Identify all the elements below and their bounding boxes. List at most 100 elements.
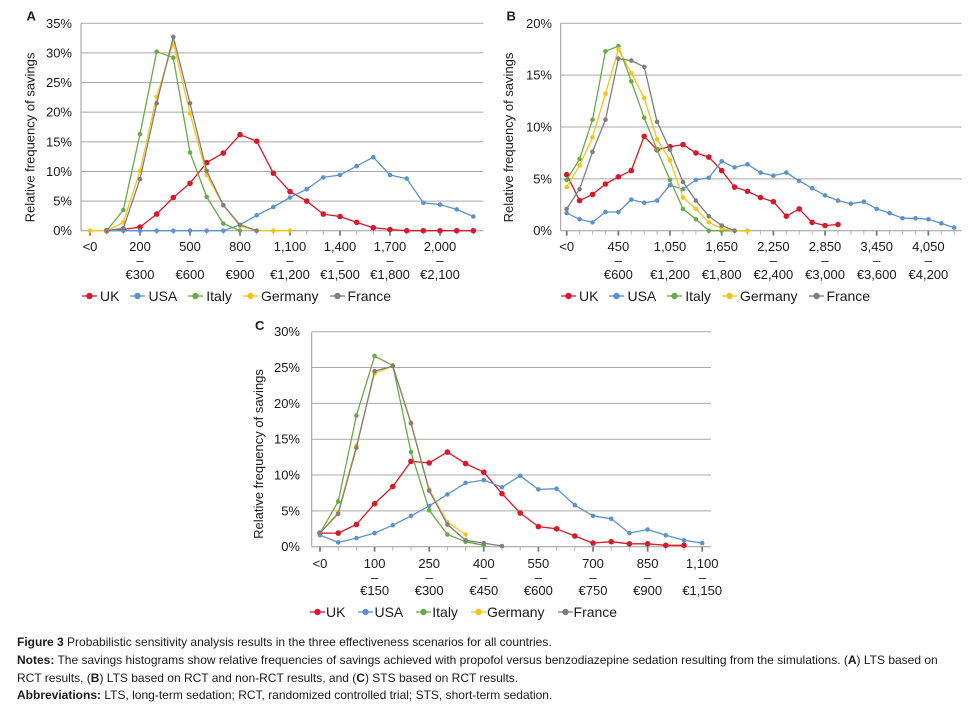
data-point-germany xyxy=(654,137,660,142)
data-point-usa xyxy=(616,209,621,215)
notes-text: RCT results, ( xyxy=(17,670,91,685)
series-germany xyxy=(564,46,750,233)
caption-abbreviations-line: Abbreviations: LTS, long-term sedation; … xyxy=(17,687,938,705)
data-point-uk xyxy=(602,181,609,187)
y-tick-label: 5% xyxy=(53,194,72,209)
series-italy xyxy=(317,353,487,548)
y-tick-label: 25% xyxy=(46,75,72,90)
data-point-france xyxy=(603,117,608,122)
data-point-uk xyxy=(809,219,815,226)
data-point-italy xyxy=(629,79,634,84)
data-point-usa xyxy=(590,220,595,225)
data-point-usa xyxy=(408,513,414,519)
abbreviations-label: Abbreviations: xyxy=(17,688,102,703)
data-point-uk xyxy=(563,171,570,178)
y-tick-label: 25% xyxy=(274,360,300,375)
data-point-usa xyxy=(445,492,450,497)
data-point-usa xyxy=(454,207,460,212)
data-point-uk xyxy=(453,227,460,234)
data-point-france xyxy=(187,101,193,106)
series-line-italy xyxy=(106,51,241,232)
data-point-uk xyxy=(783,213,790,219)
data-point-uk xyxy=(744,188,751,195)
data-point-italy xyxy=(372,353,377,359)
data-point-italy xyxy=(237,228,243,233)
data-point-france xyxy=(237,222,243,228)
data-point-germany xyxy=(629,70,634,76)
data-point-france xyxy=(641,64,647,70)
data-point-uk xyxy=(770,198,777,205)
data-point-usa xyxy=(939,221,944,226)
data-point-uk xyxy=(462,460,469,467)
data-point-france xyxy=(577,186,582,192)
data-point-france xyxy=(372,368,377,374)
data-point-uk xyxy=(680,141,686,148)
data-point-usa xyxy=(421,200,426,206)
data-point-usa xyxy=(254,213,259,218)
data-point-usa xyxy=(822,193,828,198)
y-tick-label: 5% xyxy=(533,171,552,186)
data-point-germany xyxy=(287,228,293,233)
data-point-uk xyxy=(270,170,277,176)
data-point-uk xyxy=(320,211,327,217)
data-point-usa xyxy=(471,214,476,219)
data-point-france xyxy=(654,119,660,125)
data-point-usa xyxy=(564,210,569,216)
data-point-uk xyxy=(517,510,523,516)
data-point-usa xyxy=(719,158,724,164)
data-point-usa xyxy=(784,170,789,175)
data-point-france xyxy=(104,228,109,233)
data-point-germany xyxy=(577,163,582,168)
series-line-italy xyxy=(319,355,484,546)
series-line-uk xyxy=(566,135,839,227)
data-point-italy xyxy=(590,117,595,122)
data-point-france xyxy=(335,511,341,516)
data-point-usa xyxy=(913,216,918,221)
data-point-usa xyxy=(608,516,614,522)
series-germany xyxy=(87,40,293,233)
data-point-usa xyxy=(861,199,867,204)
data-point-usa xyxy=(874,206,879,212)
data-point-usa xyxy=(371,154,376,160)
y-tick-label: 10% xyxy=(274,468,300,483)
panel-ref-c: C xyxy=(356,670,365,685)
data-point-usa xyxy=(154,228,159,233)
series-france xyxy=(564,56,737,233)
data-point-italy xyxy=(641,115,647,120)
data-point-usa xyxy=(321,175,326,180)
data-point-germany xyxy=(693,206,699,212)
series-italy xyxy=(104,49,243,233)
series-line-france xyxy=(566,57,735,232)
data-point-usa xyxy=(745,162,750,167)
y-tick-label: 0% xyxy=(53,223,72,238)
data-point-france xyxy=(680,179,686,185)
data-point-france xyxy=(254,228,259,233)
figure-caption: Figure 3 Probabilistic sensitivity analy… xyxy=(17,634,938,705)
data-point-france xyxy=(154,101,159,106)
series-france xyxy=(104,34,259,233)
figure-title: Probabilistic sensitivity analysis resul… xyxy=(63,635,552,649)
caption-notes-line-2: RCT results, (B) LTS based on RCT and no… xyxy=(17,670,938,688)
data-point-germany xyxy=(745,228,750,233)
panel-ref-a: A xyxy=(847,652,857,667)
data-point-italy xyxy=(154,49,159,54)
data-point-usa xyxy=(354,535,359,541)
data-point-uk xyxy=(681,542,687,549)
data-point-france xyxy=(445,522,450,527)
data-point-usa xyxy=(137,228,143,233)
data-point-uk xyxy=(553,526,560,532)
data-point-usa xyxy=(603,209,608,215)
data-point-uk xyxy=(731,184,738,190)
data-point-usa xyxy=(706,175,712,181)
data-point-uk xyxy=(663,542,669,549)
data-point-usa xyxy=(699,540,705,546)
data-point-france xyxy=(204,168,209,174)
data-point-usa xyxy=(681,538,687,543)
data-point-usa xyxy=(809,185,815,191)
data-point-usa xyxy=(645,527,650,532)
data-point-italy xyxy=(354,413,359,418)
chart-panel-c: C Relative frequency of savings 0% 5% 10% 15%… xyxy=(251,318,711,554)
data-point-germany xyxy=(564,184,569,190)
panel-label: A xyxy=(27,9,37,24)
